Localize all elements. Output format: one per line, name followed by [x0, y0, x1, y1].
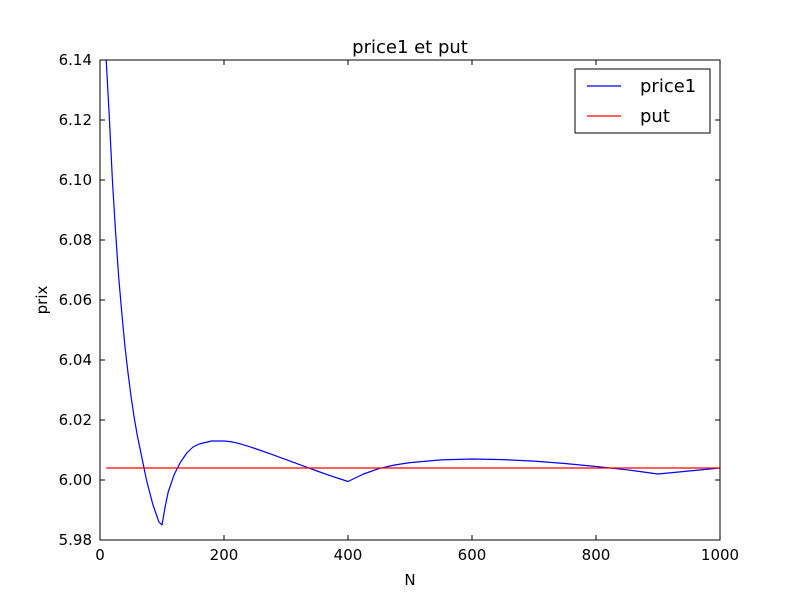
- y-tick-label: 6.08: [59, 231, 92, 249]
- y-tick-label: 6.10: [59, 171, 92, 189]
- chart-title: price1 et put: [352, 37, 468, 58]
- x-tick-label: 200: [210, 546, 239, 564]
- tick-layer: 0 200 400 600 800 1000 5.98 6.00 6.02 6.04 6.06 6.0…: [59, 51, 740, 564]
- legend-label-put: put: [640, 106, 670, 127]
- y-tick-label: 6.00: [59, 471, 92, 489]
- series-layer: [105, 60, 720, 526]
- x-tick-label: 0: [95, 546, 105, 564]
- x-tick-label: 1000: [701, 546, 739, 564]
- y-tick-label: 6.12: [59, 111, 92, 129]
- series-line-price1: [105, 60, 720, 526]
- x-tick-label: 400: [334, 546, 363, 564]
- legend-label-price1: price1: [640, 76, 696, 97]
- y-tick-label: 6.14: [59, 51, 92, 69]
- x-axis-title: N: [404, 571, 415, 589]
- y-tick-label: 6.04: [59, 351, 92, 369]
- x-tick-label: 800: [582, 546, 611, 564]
- y-axis-title: prix: [33, 286, 51, 315]
- y-tick-label: 6.06: [59, 291, 92, 309]
- plot-area: [100, 60, 720, 540]
- x-tick-label: 600: [458, 546, 487, 564]
- y-tick-label: 6.02: [59, 411, 92, 429]
- y-tick-label: 5.98: [59, 531, 92, 549]
- legend-frame: [574, 68, 711, 134]
- legend: price1 put: [574, 68, 711, 134]
